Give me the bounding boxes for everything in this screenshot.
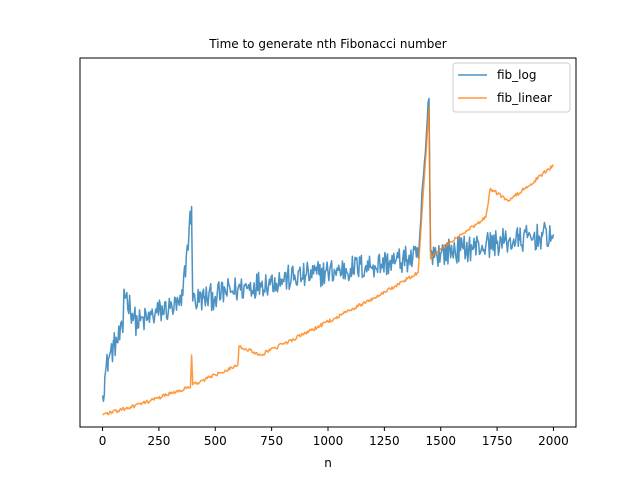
legend-label-fib-log: fib_log: [497, 68, 536, 82]
x-tick-label: 500: [204, 434, 227, 448]
x-tick-label: 2000: [538, 434, 569, 448]
series-line-fib-linear: [102, 106, 554, 416]
legend-label-fib-linear: fib_linear: [497, 91, 552, 105]
x-tick-label: 1000: [313, 434, 344, 448]
x-tick-label: 750: [260, 434, 283, 448]
x-axis-label: n: [324, 456, 332, 470]
x-axis-ticks: 0 250 500 750 1000 1250 1500 1750 2000: [99, 427, 569, 448]
series-line-fib-log: [101, 97, 555, 402]
chart-title: Time to generate nth Fibonacci number: [208, 37, 446, 51]
x-tick-label: 1250: [369, 434, 400, 448]
legend: fib_log fib_linear: [452, 62, 571, 113]
x-tick-label: 1750: [482, 434, 513, 448]
x-tick-label: 250: [147, 434, 170, 448]
x-tick-label: 1500: [425, 434, 456, 448]
series-lines: [101, 97, 555, 416]
x-tick-label: 0: [99, 434, 107, 448]
